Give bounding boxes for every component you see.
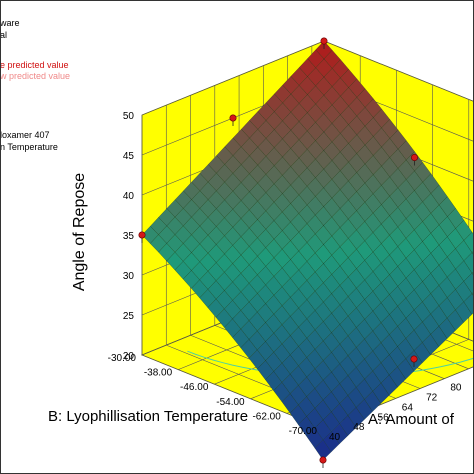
tick-label: 50 <box>123 111 135 122</box>
response-surface <box>141 40 474 461</box>
tick-label: 20 <box>123 351 135 362</box>
legend-line: n Temperature <box>0 142 58 152</box>
tick-label: 35 <box>123 231 135 242</box>
tick-label: 48 <box>353 422 365 433</box>
tick-label: -38.00 <box>144 368 173 379</box>
tick-label: -54.00 <box>216 397 245 408</box>
legend-line: e predicted value <box>0 60 69 70</box>
tick-label: 56 <box>378 412 390 423</box>
tick-label: -62.00 <box>252 411 281 422</box>
tick-label: -30.00 <box>108 353 137 364</box>
z-axis-label: Angle of Repose <box>71 173 88 291</box>
tick-labels: 20 25 30 35 40 45 50 -30.00 -38.00 -46.00 -54.00 -6… <box>108 111 462 443</box>
tick-label: 64 <box>402 402 414 413</box>
tick-label: 40 <box>329 432 341 443</box>
tick-label: -46.00 <box>180 382 209 393</box>
design-points <box>138 37 418 468</box>
design-point <box>320 37 328 45</box>
design-point <box>138 231 146 239</box>
legend-line: al <box>0 30 8 40</box>
x-axis-label: B: Lyophillisation Temperature <box>48 408 248 425</box>
y-axis-label: A: Amount of <box>368 411 455 428</box>
legend-line: w predicted value <box>0 71 71 81</box>
design-point <box>319 456 327 464</box>
tick-label: -70.00 <box>289 426 318 437</box>
tick-label: 25 <box>123 311 135 322</box>
design-point <box>410 154 418 162</box>
grid-line <box>323 40 474 102</box>
tick-label: 72 <box>426 393 438 404</box>
surface-cell <box>314 439 332 461</box>
tick-label: 45 <box>123 151 135 162</box>
tick-label: 80 <box>450 383 462 394</box>
design-point <box>229 114 237 122</box>
legend-line: ware <box>0 18 20 28</box>
tick-label: 40 <box>123 191 135 202</box>
grid-line <box>141 40 325 116</box>
tick-label: 30 <box>123 271 135 282</box>
legend-line: loxamer 407 <box>0 130 50 140</box>
design-point <box>410 355 418 363</box>
